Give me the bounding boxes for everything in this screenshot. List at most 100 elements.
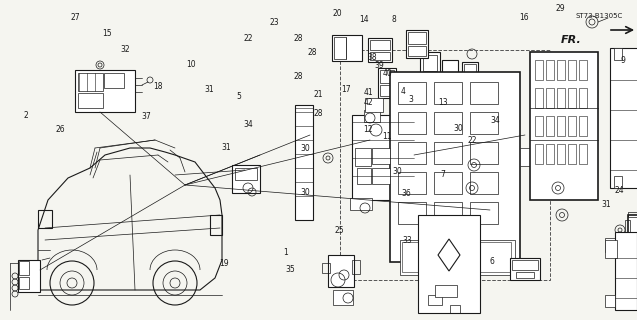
Bar <box>535 144 543 164</box>
Bar <box>434 202 462 224</box>
Text: FR.: FR. <box>561 35 582 45</box>
Bar <box>295 105 313 220</box>
Text: 31: 31 <box>204 85 214 94</box>
Bar <box>470 82 498 104</box>
Bar <box>530 120 554 152</box>
Text: 40: 40 <box>382 69 392 78</box>
Bar <box>364 110 380 122</box>
Text: ST73-B1305C: ST73-B1305C <box>576 13 623 19</box>
Bar <box>568 144 576 164</box>
Bar <box>400 240 515 275</box>
Bar <box>350 198 372 210</box>
Bar <box>546 88 554 108</box>
Text: 39: 39 <box>374 61 384 70</box>
Bar <box>605 240 617 258</box>
Bar <box>557 88 565 108</box>
Text: 3: 3 <box>408 95 413 104</box>
Text: 28: 28 <box>314 109 323 118</box>
Bar <box>368 38 392 62</box>
Bar <box>434 172 462 194</box>
Bar <box>355 148 371 166</box>
Bar <box>520 148 540 166</box>
Bar <box>365 98 383 112</box>
Bar <box>19 261 29 275</box>
Bar <box>104 73 124 88</box>
Text: 11: 11 <box>383 132 392 140</box>
Text: 16: 16 <box>519 13 529 22</box>
Bar <box>357 168 371 184</box>
Text: 22: 22 <box>244 34 253 43</box>
Text: 42: 42 <box>363 98 373 107</box>
Bar <box>546 116 554 136</box>
Text: 13: 13 <box>438 98 448 107</box>
Text: 2: 2 <box>23 111 28 120</box>
Bar <box>232 165 260 193</box>
Text: 31: 31 <box>221 143 231 152</box>
Bar <box>434 142 462 164</box>
Text: 32: 32 <box>120 45 130 54</box>
Bar <box>340 50 550 280</box>
Bar <box>398 172 426 194</box>
Bar <box>75 70 135 112</box>
Bar <box>19 277 29 289</box>
Text: 36: 36 <box>401 189 412 198</box>
Bar <box>546 144 554 164</box>
Bar <box>434 112 462 134</box>
Bar <box>568 60 576 80</box>
Bar <box>453 155 471 181</box>
Text: 35: 35 <box>285 265 295 274</box>
Text: 6: 6 <box>490 257 495 266</box>
Bar <box>372 168 390 184</box>
Bar <box>372 148 390 164</box>
Bar <box>352 115 414 200</box>
Bar <box>628 215 637 307</box>
Bar <box>18 260 40 292</box>
Bar <box>442 60 458 82</box>
Bar <box>470 142 498 164</box>
Bar <box>398 142 426 164</box>
Bar <box>490 127 508 145</box>
Bar <box>614 48 622 60</box>
Text: 38: 38 <box>368 53 378 62</box>
Text: 15: 15 <box>102 29 112 38</box>
Text: 34: 34 <box>490 116 501 124</box>
Bar <box>557 116 565 136</box>
Bar <box>450 305 460 313</box>
Text: 25: 25 <box>334 226 345 235</box>
Bar <box>322 263 330 273</box>
Bar <box>615 232 637 310</box>
Text: 23: 23 <box>269 18 279 27</box>
Bar <box>625 220 630 240</box>
Text: 9: 9 <box>620 56 626 65</box>
Bar <box>535 60 543 80</box>
Bar <box>605 238 629 252</box>
Bar <box>333 290 353 305</box>
Bar <box>434 82 462 104</box>
Bar <box>614 176 622 188</box>
Bar <box>568 88 576 108</box>
Text: 41: 41 <box>363 88 373 97</box>
Text: 5: 5 <box>236 92 241 100</box>
Bar <box>610 48 637 188</box>
Bar <box>406 30 428 58</box>
Text: 17: 17 <box>341 85 351 94</box>
Bar <box>579 144 587 164</box>
Bar <box>462 62 478 84</box>
Text: 7: 7 <box>440 170 445 179</box>
Text: 12: 12 <box>364 125 373 134</box>
Bar <box>557 60 565 80</box>
Bar <box>568 116 576 136</box>
Bar <box>334 37 346 59</box>
Text: 27: 27 <box>70 13 80 22</box>
Bar <box>516 272 534 278</box>
Bar <box>38 210 52 228</box>
Text: 30: 30 <box>301 144 311 153</box>
Bar <box>488 125 510 167</box>
Text: 28: 28 <box>294 34 303 43</box>
Bar <box>546 60 554 80</box>
Text: 26: 26 <box>55 125 66 134</box>
Text: 34: 34 <box>243 120 254 129</box>
Bar <box>428 295 442 305</box>
Text: 19: 19 <box>219 259 229 268</box>
Text: 24: 24 <box>615 186 625 195</box>
